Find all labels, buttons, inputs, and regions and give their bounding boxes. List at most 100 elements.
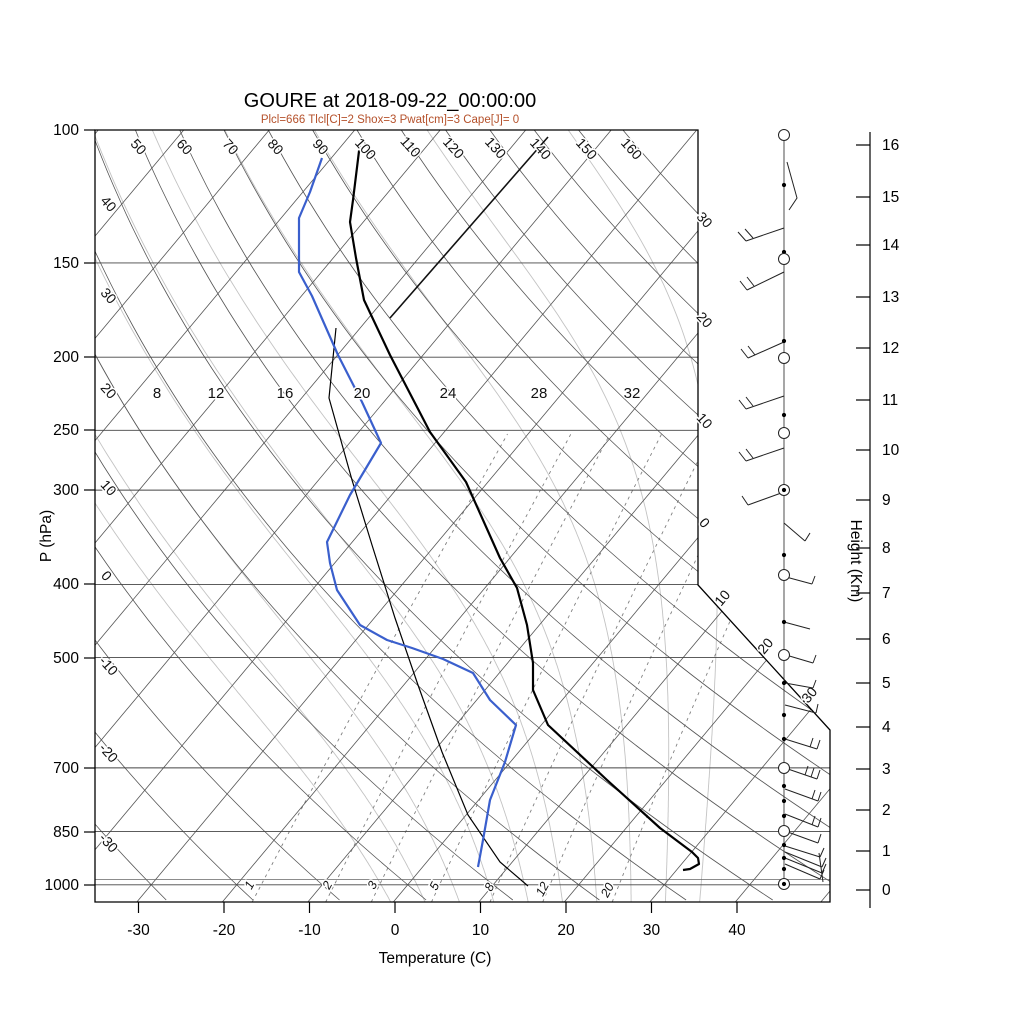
height-tick-label: 0 [882, 882, 891, 899]
moist-adiabat-right-label: 30 [694, 209, 716, 231]
dry-adiabat [135, 130, 830, 901]
wind-level-dot [781, 619, 787, 625]
height-tick-label: 7 [882, 585, 891, 602]
isotherm [95, 130, 270, 902]
wind-barb [747, 491, 785, 506]
isotherm [95, 130, 527, 902]
mixing-ratio-label: 3 [365, 879, 381, 892]
dry-adiabat [622, 130, 830, 901]
height-tick-label: 10 [882, 442, 900, 459]
dry-adiabat [95, 130, 514, 901]
wind-barb [745, 396, 754, 407]
wind-barb [746, 271, 785, 291]
isotherm [136, 130, 783, 902]
wind-barb [818, 852, 824, 883]
wind-barb [809, 737, 814, 748]
dry-adiabat-top-label: 140 [527, 135, 555, 163]
gridline-region [95, 130, 830, 902]
moist-adiabat [95, 130, 461, 902]
plot-boundary [94, 129, 831, 903]
dry-adiabat [445, 130, 830, 901]
mixing-ratio-line [251, 433, 508, 902]
wind-level-circle [778, 427, 790, 439]
moist-adiabat-right-label: 0 [696, 514, 713, 531]
moist-adiabat [151, 130, 564, 902]
isotherm [820, 130, 830, 902]
wind-barb [817, 833, 822, 844]
wind-barb [811, 575, 816, 585]
wind-barb [784, 704, 817, 714]
isotherm [222, 130, 830, 902]
wind-level-dot [781, 798, 787, 804]
dry-adiabat-top-label: 50 [128, 136, 150, 158]
height-tick-label: 1 [882, 843, 891, 860]
height-tick-label: 9 [882, 492, 891, 509]
isotherm-diagonal-label: 10 [711, 587, 733, 609]
dry-adiabat [267, 130, 830, 901]
wind-barb [738, 399, 747, 410]
moist-adiabat [224, 130, 598, 902]
pressure-tick-label: 100 [53, 122, 79, 139]
wind-level-circle [778, 352, 790, 364]
dry-adiabat [356, 130, 830, 901]
isotherm [95, 130, 185, 902]
height-tick-label: 15 [882, 189, 899, 206]
isotherm [649, 130, 830, 902]
isotherm [95, 130, 612, 902]
moist-adiabat-mid-label: 8 [153, 385, 161, 402]
height-tick-label: 11 [882, 392, 898, 409]
wind-level-circle [778, 649, 790, 661]
pressure-tick-label: 700 [53, 760, 79, 777]
wind-barb [817, 791, 822, 802]
wind-barb [817, 817, 822, 828]
wind-barb [810, 767, 815, 778]
dry-adiabat-left-label: 10 [98, 477, 120, 499]
height-tick-label: 5 [882, 675, 891, 692]
moist-adiabat-mid-label: 32 [624, 385, 641, 402]
isotherm-diagonal-label: 20 [754, 635, 776, 657]
dry-adiabat [533, 130, 830, 901]
temperature-tick-label: -20 [213, 922, 236, 939]
wind-level-dot [781, 881, 787, 887]
dry-adiabat-left-label: 30 [98, 285, 120, 307]
isotherm [95, 130, 441, 902]
wind-barb [785, 576, 813, 585]
wind-barb [744, 228, 754, 239]
moist-adiabat-mid-label: 28 [531, 385, 548, 402]
wind-barb [741, 495, 749, 506]
dry-adiabat [95, 130, 254, 901]
dry-adiabat-top-label: 130 [482, 134, 510, 162]
pressure-tick-label: 500 [53, 650, 79, 667]
wind-barb [821, 857, 827, 868]
x-axis-title: Temperature (C) [378, 950, 492, 967]
isotherm [564, 130, 830, 902]
wind-level-dot [781, 487, 787, 493]
wind-level-dot [781, 249, 787, 255]
wind-barb [747, 341, 785, 359]
pressure-tick-label: 300 [53, 482, 79, 499]
wind-level-circle [778, 569, 790, 581]
mixing-ratio-label: 12 [533, 880, 552, 899]
temperature-tick-label: 30 [643, 922, 661, 939]
wind-barb [784, 845, 821, 858]
temperature-trace [348, 142, 701, 872]
isotherm [95, 130, 356, 902]
wind-barb [745, 448, 754, 459]
wind-level-dot [781, 680, 787, 686]
dry-adiabat-left-label: -20 [96, 740, 122, 766]
wind-barb [784, 767, 818, 780]
wind-level-circle [778, 762, 790, 774]
isotherm [307, 130, 830, 902]
dewpoint-trace [297, 157, 518, 868]
wind-barb [819, 847, 825, 858]
moist-adiabat [314, 130, 632, 902]
wind-barb [784, 738, 818, 750]
height-tick-label: 12 [882, 340, 899, 357]
pressure-tick-label: 850 [53, 824, 79, 841]
moist-adiabat [95, 130, 495, 902]
mixing-ratio-line [431, 433, 662, 902]
dry-adiabat-left-label: 0 [98, 567, 115, 584]
dry-adiabat-top-label: 80 [265, 136, 287, 158]
